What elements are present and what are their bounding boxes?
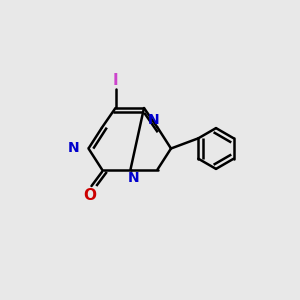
Text: N: N	[128, 171, 139, 185]
Text: I: I	[113, 73, 118, 88]
Text: N: N	[68, 142, 80, 155]
Text: O: O	[83, 188, 97, 203]
Text: N: N	[148, 113, 160, 127]
